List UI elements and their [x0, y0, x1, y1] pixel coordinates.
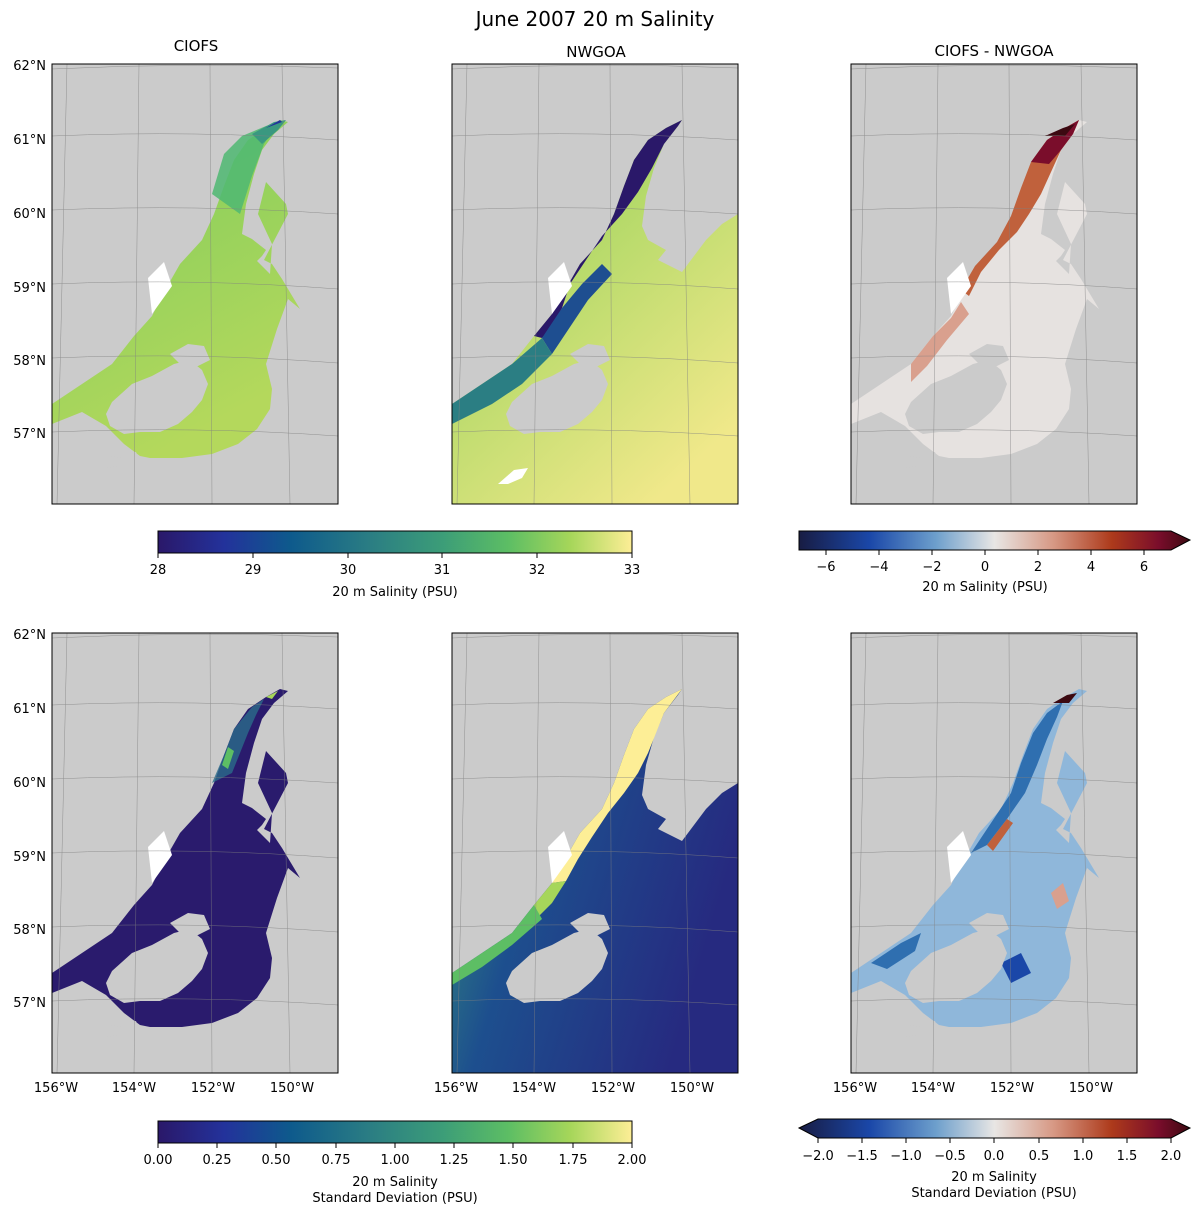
lat-label: 61°N: [13, 702, 46, 717]
colorbar-tick: 33: [624, 563, 641, 578]
colorbar-label: 20 m Salinity: [352, 1175, 438, 1190]
colorbar-label: 20 m Salinity (PSU): [332, 585, 457, 600]
lon-label: 150°W: [670, 1081, 714, 1096]
colorbar-std-diff: −2.0 −1.5 −1.0 −0.5 0.0 0.5 1.0 1.5 2.0 …: [797, 1118, 1192, 1201]
panel-ciofs-std: [51, 632, 339, 1074]
column-title-nwgoa: NWGOA: [566, 43, 626, 61]
lon-label: 154°W: [112, 1081, 156, 1096]
colorbar-std: 0.00 0.25 0.50 0.75 1.00 1.25 1.50 1.75 …: [144, 1120, 647, 1206]
lon-labels-col1: 156°W 154°W 152°W 150°W: [34, 1081, 314, 1096]
colorbar-tick: −1.5: [846, 1149, 878, 1164]
lat-label: 60°N: [13, 207, 46, 222]
colorbar-tick: −6: [816, 560, 835, 575]
colorbar-tick: 0.5: [1029, 1149, 1050, 1164]
colorbar-tick: 6: [1140, 560, 1148, 575]
lat-label: 58°N: [13, 354, 46, 369]
lat-label: 59°N: [13, 850, 46, 865]
colorbar-tick: 1.0: [1073, 1149, 1094, 1164]
lat-label: 61°N: [13, 133, 46, 148]
colorbar-tick: −2.0: [802, 1149, 834, 1164]
lat-label: 58°N: [13, 923, 46, 938]
lon-label: 156°W: [434, 1081, 478, 1096]
colorbar-tick: 0.25: [203, 1153, 232, 1168]
colorbar-tick: 0.50: [262, 1153, 291, 1168]
colorbar-tick: 31: [434, 563, 451, 578]
colorbar-tick: −4: [869, 560, 888, 575]
lon-labels-col2: 156°W 154°W 152°W 150°W: [434, 1081, 714, 1096]
lat-label: 57°N: [13, 996, 46, 1011]
colorbar-label: Standard Deviation (PSU): [312, 1191, 477, 1206]
colorbar-mean-ramp: [157, 530, 633, 554]
colorbar-mean-diff: −6 −4 −2 0 2 4 6 20 m Salinity (PSU): [798, 530, 1192, 595]
panel-nwgoa-mean: [451, 63, 739, 505]
colorbar-tick: 1.50: [499, 1153, 528, 1168]
figure-title: June 2007 20 m Salinity: [474, 7, 715, 31]
lat-label: 59°N: [13, 281, 46, 296]
colorbar-tick: −1.0: [890, 1149, 922, 1164]
colorbar-tick: 0: [981, 560, 989, 575]
lon-label: 150°W: [270, 1081, 314, 1096]
colorbar-tick: 28: [150, 563, 167, 578]
panel-diff-std: [850, 632, 1138, 1074]
lat-label: 60°N: [13, 776, 46, 791]
lon-label: 152°W: [591, 1081, 635, 1096]
colorbar-tick: 30: [340, 563, 357, 578]
colorbar-tick: 29: [245, 563, 262, 578]
lon-label: 156°W: [34, 1081, 78, 1096]
colorbar-std-diff-ramp: [797, 1118, 1192, 1139]
colorbar-tick: 1.75: [559, 1153, 588, 1168]
lon-label: 152°W: [990, 1081, 1034, 1096]
colorbar-label: Standard Deviation (PSU): [911, 1186, 1076, 1201]
column-title-diff: CIOFS - NWGOA: [934, 42, 1054, 60]
colorbar-mean: 28 29 30 31 32 33 20 m Salinity (PSU): [150, 530, 641, 600]
lon-label: 154°W: [911, 1081, 955, 1096]
lon-label: 152°W: [191, 1081, 235, 1096]
colorbar-tick: 0.0: [984, 1149, 1005, 1164]
panel-nwgoa-std: [451, 632, 739, 1074]
colorbar-tick: 2.00: [618, 1153, 647, 1168]
lat-label: 62°N: [13, 59, 46, 74]
colorbar-tick: 2.0: [1161, 1149, 1182, 1164]
colorbar-tick: 1.5: [1117, 1149, 1138, 1164]
lon-labels-col3: 156°W 154°W 152°W 150°W: [833, 1081, 1113, 1096]
colorbar-std-ramp: [157, 1120, 633, 1144]
panel-diff-mean: [850, 63, 1138, 505]
colorbar-tick: 0.00: [144, 1153, 173, 1168]
lat-labels-row1: 62°N 61°N 60°N 59°N 58°N 57°N: [13, 59, 46, 442]
lon-label: 156°W: [833, 1081, 877, 1096]
colorbar-label: 20 m Salinity (PSU): [922, 580, 1047, 595]
panel-ciofs-mean: [51, 63, 339, 505]
colorbar-tick: 0.75: [322, 1153, 351, 1168]
colorbar-tick: 2: [1034, 560, 1042, 575]
lat-label: 57°N: [13, 427, 46, 442]
colorbar-label: 20 m Salinity: [951, 1170, 1037, 1185]
column-title-ciofs: CIOFS: [174, 37, 219, 55]
lon-label: 150°W: [1069, 1081, 1113, 1096]
colorbar-mean-diff-ramp: [798, 530, 1192, 551]
colorbar-tick: 32: [529, 563, 546, 578]
lon-label: 154°W: [512, 1081, 556, 1096]
colorbar-tick: 1.00: [381, 1153, 410, 1168]
lat-label: 62°N: [13, 628, 46, 643]
colorbar-tick: −2: [922, 560, 941, 575]
lat-labels-row2: 62°N 61°N 60°N 59°N 58°N 57°N: [13, 628, 46, 1011]
colorbar-tick: 4: [1087, 560, 1095, 575]
colorbar-tick: 1.25: [440, 1153, 469, 1168]
colorbar-tick: −0.5: [934, 1149, 966, 1164]
